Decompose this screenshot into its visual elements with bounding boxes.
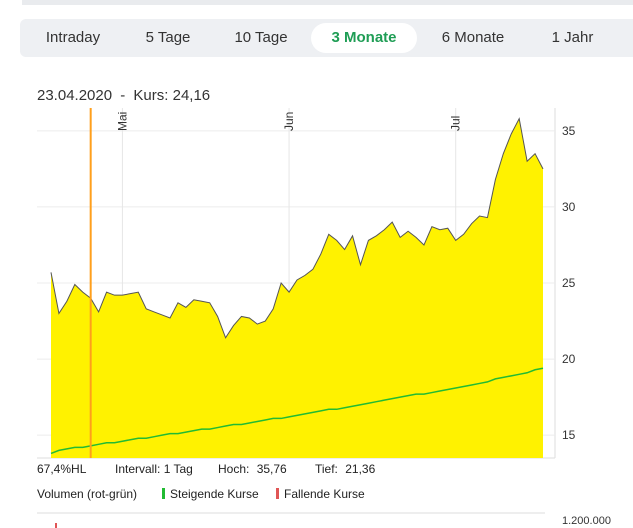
tab-6-monate[interactable]: 6 Monate: [441, 29, 505, 46]
stat-interval: Intervall: 1 Tag: [115, 462, 193, 476]
grid-lines: [37, 108, 556, 459]
kurs-value: 24,16: [172, 87, 211, 104]
y-axis-ticks: 15 20 25 30 35: [562, 124, 576, 442]
hoch-value: 35,76: [256, 462, 287, 476]
legend-rising: Steigende Kurse: [162, 487, 259, 501]
y-tick-label: 30: [562, 200, 576, 214]
y-tick-label: 15: [562, 428, 576, 442]
price-line: [50, 117, 544, 339]
stat-hoch: Hoch: 35,76: [218, 462, 287, 476]
stat-tief: Tief: 21,36: [315, 462, 375, 476]
legend-falling: Fallende Kurse: [276, 487, 365, 501]
tief-value: 21,36: [345, 462, 376, 476]
falling-legend-marker: [276, 488, 279, 499]
interval-value: 1 Tag: [163, 462, 193, 476]
tab-5-tage[interactable]: 5 Tage: [145, 29, 191, 46]
rising-legend-label: Steigende Kurse: [170, 487, 259, 501]
stat-hl: 67,4%HL: [37, 462, 87, 476]
volume-axis-tick: 1.200.000: [562, 515, 611, 527]
info-separator: -: [120, 87, 126, 104]
tab-1-jahr[interactable]: 1 Jahr: [551, 29, 594, 46]
y-tick-label: 25: [562, 276, 576, 290]
month-label: Jul: [449, 116, 463, 131]
period-tab-bar: Intraday 5 Tage 10 Tage 3 Monate 6 Monat…: [20, 19, 633, 57]
tab-3-monate[interactable]: 3 Monate: [311, 23, 417, 53]
tab-10-tage[interactable]: 10 Tage: [234, 29, 288, 46]
month-label: Jun: [282, 112, 296, 131]
hoch-label: Hoch:: [218, 462, 250, 476]
kurs-label: Kurs:: [133, 87, 169, 104]
y-tick-label: 35: [562, 124, 576, 138]
falling-legend-label: Fallende Kurse: [284, 487, 365, 501]
price-area: [51, 118, 543, 459]
rising-legend-marker: [162, 488, 165, 499]
month-label: Mai: [115, 112, 129, 131]
moving-average-line: [50, 367, 544, 455]
cursor-info: 23.04.2020 - Kurs: 24,16: [37, 87, 210, 104]
cursor-date: 23.04.2020: [37, 87, 113, 104]
interval-label: Intervall:: [115, 462, 161, 476]
tab-intraday[interactable]: Intraday: [45, 29, 101, 46]
tief-label: Tief:: [315, 462, 338, 476]
volume-label: Volumen (rot-grün): [37, 487, 138, 501]
top-divider: [22, 0, 633, 5]
month-labels: Mai Jun Jul: [115, 112, 462, 131]
y-tick-label: 20: [562, 352, 576, 366]
